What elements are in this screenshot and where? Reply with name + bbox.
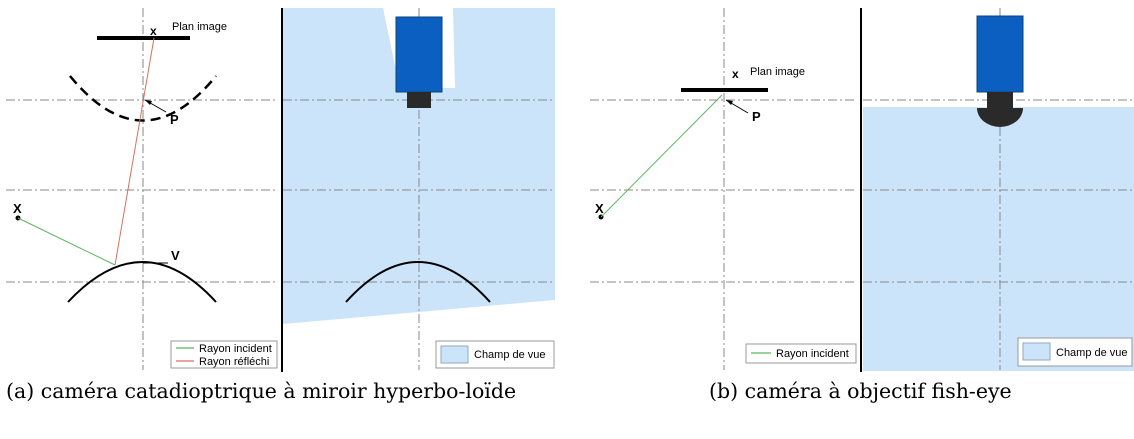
legend-incident-label: Rayon incident	[199, 343, 272, 355]
reflected-ray	[114, 37, 155, 266]
fisheye-lens	[977, 108, 1023, 127]
world-point-label: X	[13, 201, 22, 216]
panel-a-geometry: x Plan image P X V Rayon incident Rayon …	[6, 8, 278, 370]
panel-b-fov: Champ de vue	[860, 8, 1134, 372]
legend-fov-swatch-b	[1022, 342, 1051, 361]
focus-arrowhead-b	[726, 100, 733, 105]
incident-ray-b	[600, 94, 723, 218]
caption-a: (a) caméra catadioptrique à miroir hyper…	[6, 379, 517, 403]
focus-label-b: P	[752, 109, 761, 124]
virtual-mirror	[69, 75, 217, 122]
caption-b: (b) caméra à objectif fish-eye	[709, 379, 1012, 403]
legend-fov-label-b: Champ de vue	[1056, 347, 1128, 359]
focus-label: P	[170, 112, 179, 127]
image-point-label-b: x	[732, 67, 739, 81]
legend-fov-swatch-a	[440, 345, 469, 364]
camera-mount-b	[987, 92, 1013, 108]
panel-a-fov: Champ de vue	[281, 8, 555, 372]
camera-body-b	[976, 15, 1024, 93]
image-plane-label: Plan image	[172, 21, 227, 33]
fov-region-b	[863, 107, 1134, 371]
world-point-label-b: X	[595, 201, 604, 216]
vertex-label: V	[171, 248, 180, 263]
legend-fov-label-a: Champ de vue	[474, 349, 546, 361]
legend-reflected-label: Rayon réfléchi	[199, 356, 269, 368]
image-plane-label-b: Plan image	[750, 66, 805, 78]
legend-a	[170, 340, 278, 369]
camera-body-a	[395, 16, 443, 93]
legend-b	[745, 343, 857, 364]
legend-incident-label-b: Rayon incident	[776, 348, 849, 360]
camera-lens-a	[407, 92, 431, 108]
hyperbolic-mirror	[67, 261, 217, 303]
image-point-label: x	[150, 24, 157, 38]
hyperbolic-mirror-fov	[345, 261, 491, 303]
incident-ray	[17, 217, 116, 266]
panel-b-geometry: x Plan image P X Rayon incident	[590, 8, 857, 370]
focus-arrowhead	[145, 100, 152, 105]
